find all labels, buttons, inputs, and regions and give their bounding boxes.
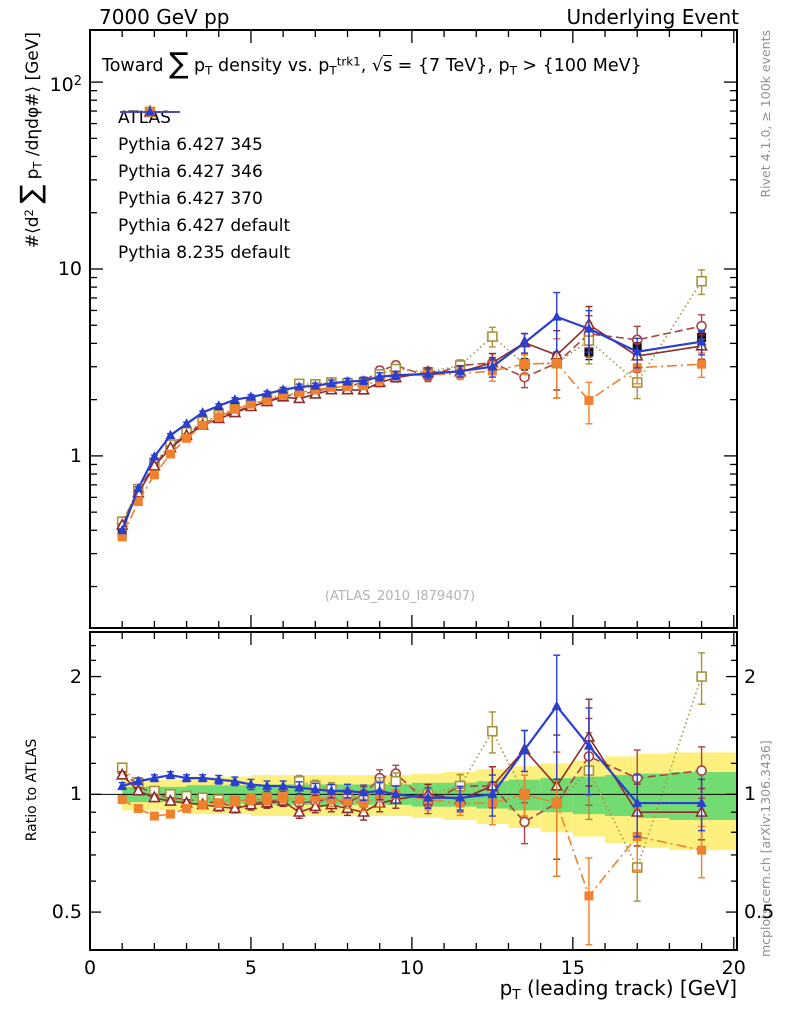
legend-item-pythia-6-427-345: Pythia 6.427 345 [118, 106, 290, 158]
tick-label: 5 [244, 957, 257, 979]
tick-label: 0.5 [51, 901, 82, 924]
legend-marker-pythia-8-235-default [120, 106, 180, 116]
tick-label: 2 [744, 665, 757, 688]
axes-frame [89, 29, 738, 951]
tick-label: 1 [69, 783, 82, 806]
tick-label: 10 [57, 257, 82, 280]
legend-item-pythia-8-235-default: Pythia 8.235 default [118, 106, 291, 266]
rivet-version-note: Rivet 4.1.0, ≥ 100k events [758, 30, 773, 198]
beam-energy-label: 7000 GeV pp [99, 5, 230, 29]
main-panel-series [115, 269, 708, 542]
tick-label: 1 [69, 444, 82, 467]
watermark-label: (ATLAS_2010_I879407) [324, 589, 476, 604]
tick-label: 102 [49, 73, 82, 96]
tick-label: 20 [721, 957, 746, 979]
legend-item-pythia-6-427-default: Pythia 6.427 default [118, 107, 291, 239]
tick-label: 0 [83, 957, 97, 979]
legend-item-pythia-6-427-370: Pythia 6.427 370 [118, 104, 290, 212]
legend-label: Pythia 8.235 default [118, 242, 291, 263]
legend-label: Pythia 6.427 370 [118, 188, 263, 209]
series-main-pythia-6-427-default [117, 338, 707, 542]
series-main-pythia-8-235-default [117, 291, 707, 535]
series-main-atlas [117, 331, 707, 539]
legend-label: Pythia 6.427 345 [118, 134, 263, 155]
legend: ATLAS Pythia 6.427 345 Pythia 6.427 346 Pyt… [118, 104, 290, 266]
series-main-pythia-6-427-346 [116, 269, 707, 527]
plot-title: Toward ∑ pT density vs. pTtrk1, √s = {7 … [102, 46, 642, 81]
tick-label: 1 [744, 783, 757, 806]
legend-item-pythia-6-427-346: Pythia 6.427 346 [118, 106, 290, 185]
legend-label: Pythia 6.427 default [118, 215, 291, 236]
tick-label: 10 [399, 957, 424, 979]
tick-label: 15 [560, 957, 585, 979]
analysis-group-label: Underlying Event [566, 5, 739, 29]
tick-label: 0.5 [744, 901, 775, 924]
x-axis-label: pT (leading track) [GeV] [499, 976, 737, 1004]
ratio-panel-series [115, 652, 708, 946]
tick-label: 2 [69, 665, 82, 688]
series-ratio-pythia-8-235-default [117, 654, 707, 838]
legend-label: Pythia 6.427 346 [118, 161, 263, 182]
